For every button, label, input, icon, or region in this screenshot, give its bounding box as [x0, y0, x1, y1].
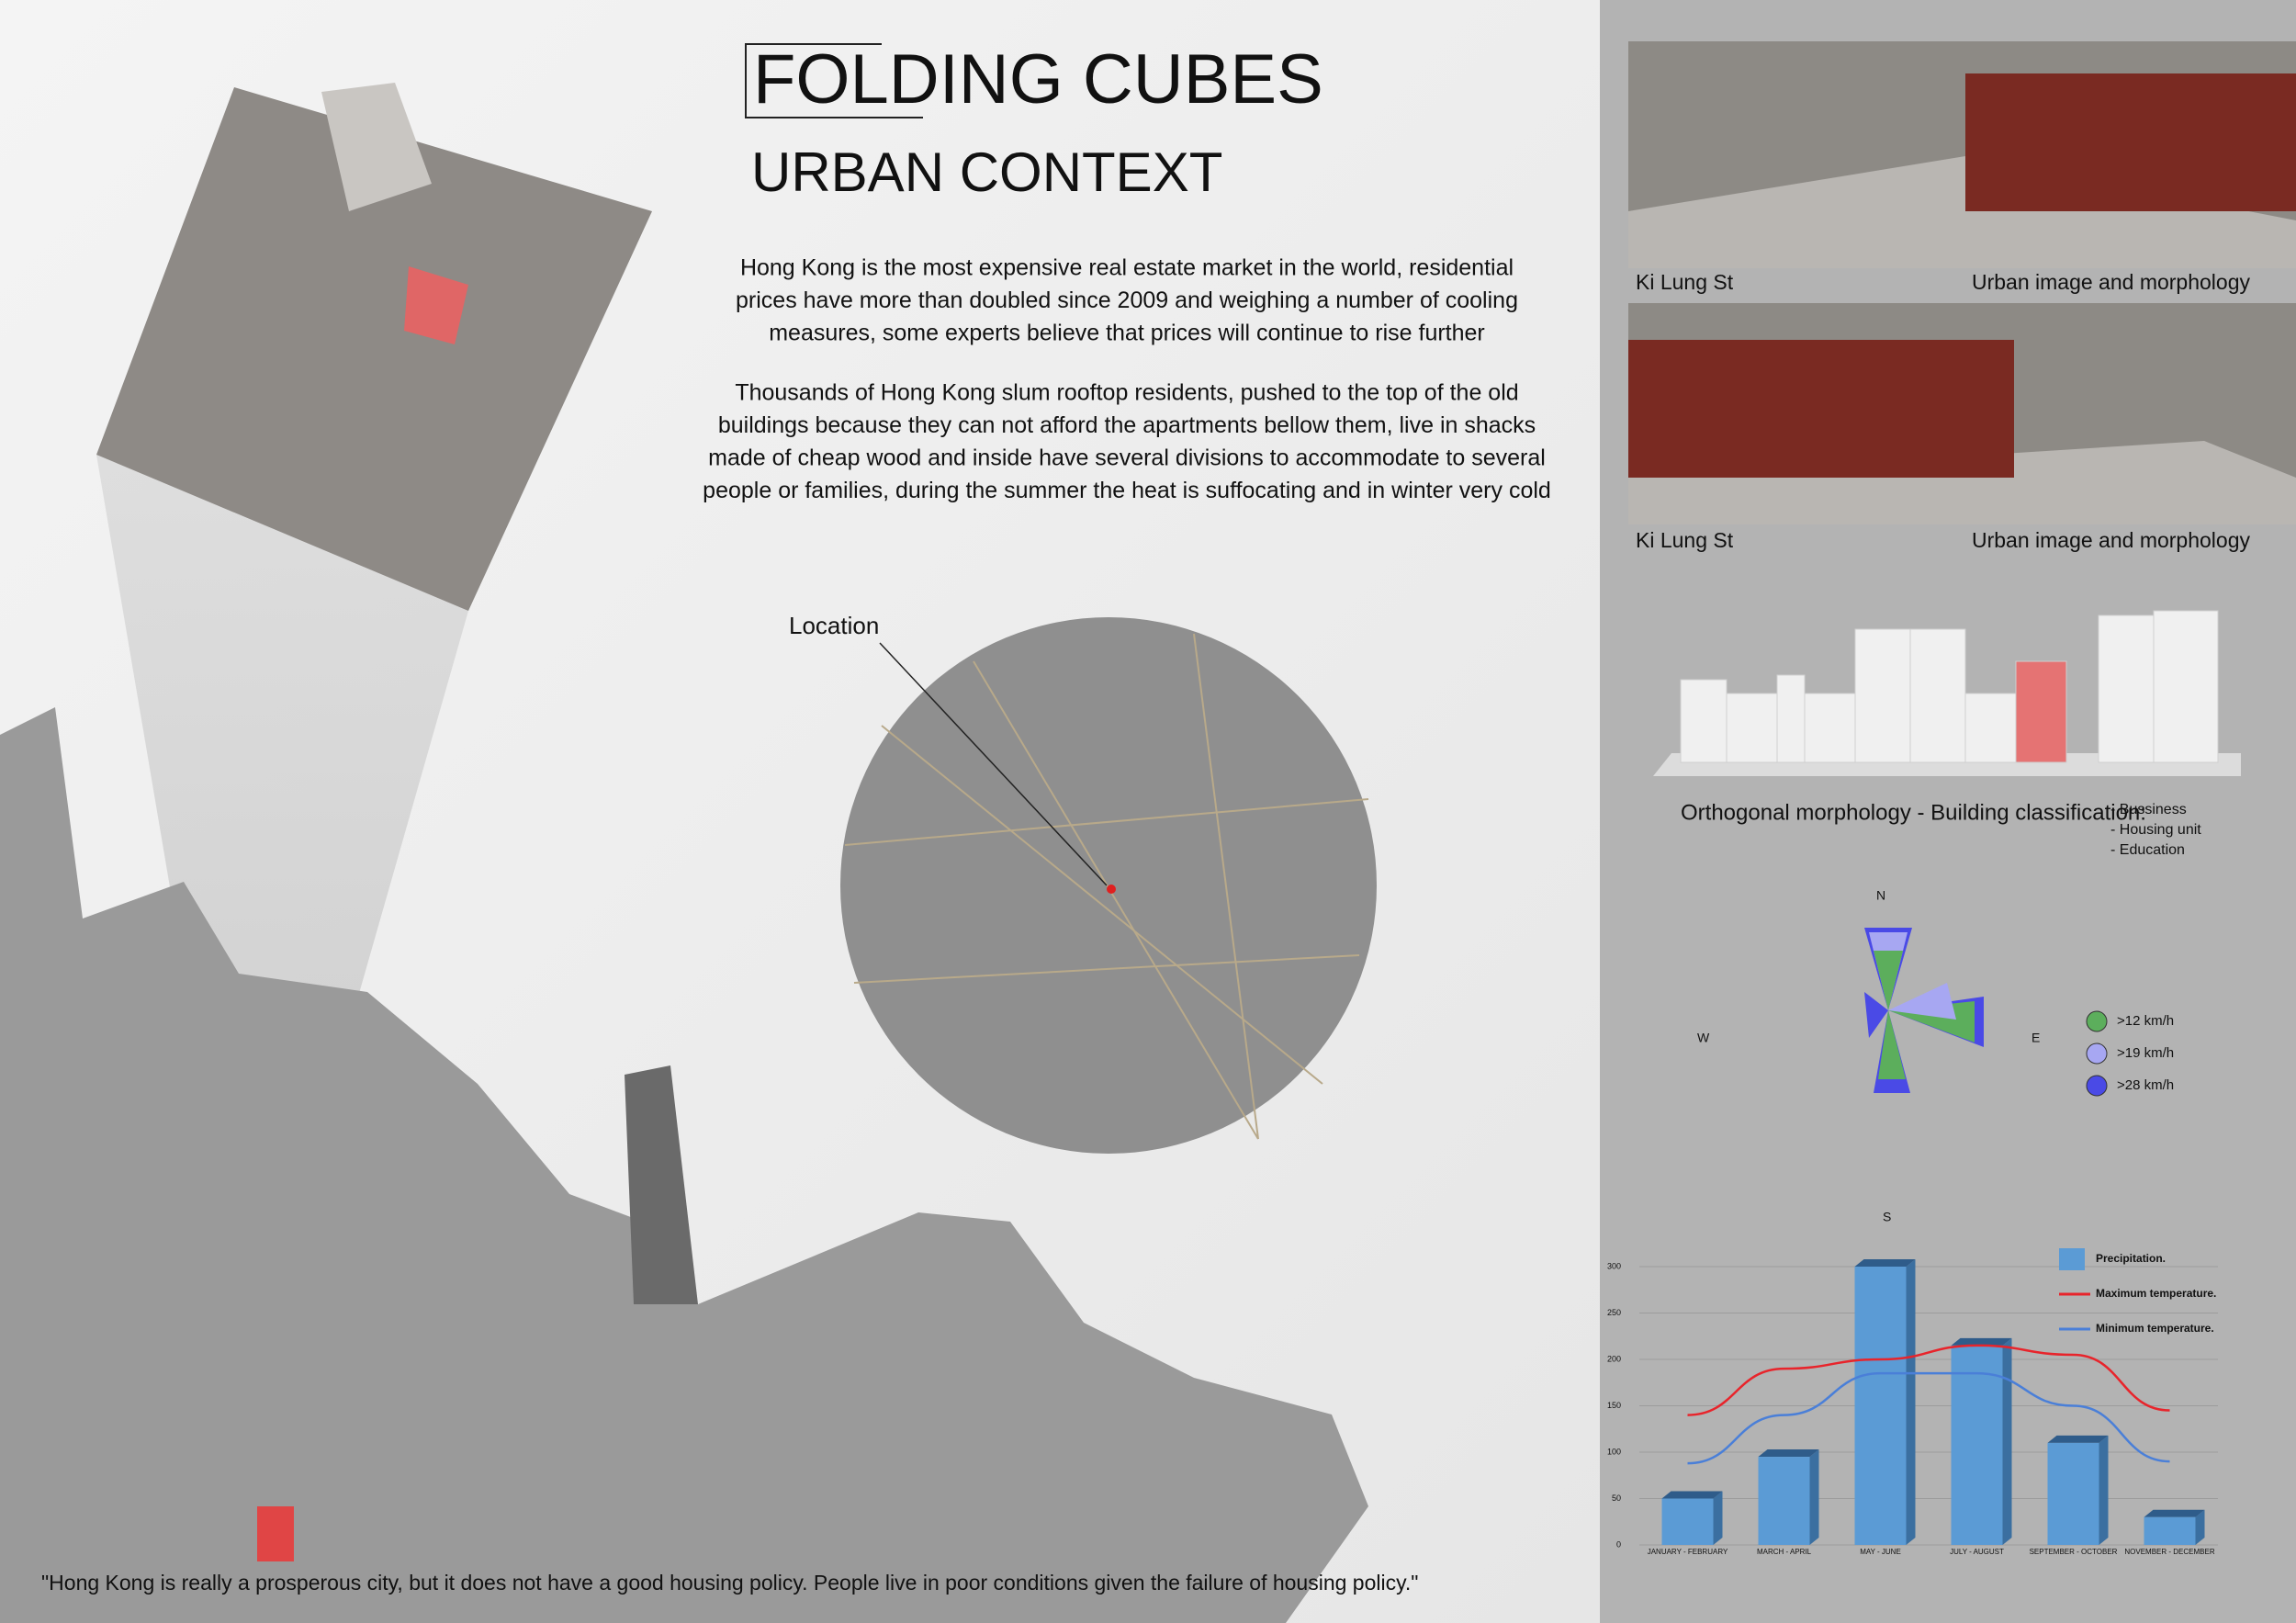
paragraph-line: measures, some experts believe that pric…	[769, 321, 1485, 346]
legend-label: Maximum temperature.	[2096, 1287, 2216, 1300]
paragraph-line: Thousands of Hong Kong slum rooftop resi…	[735, 380, 1518, 406]
paragraph-line: made of cheap wood and inside have sever…	[708, 445, 1546, 471]
bar	[1758, 1457, 1810, 1545]
photo-structure	[1965, 73, 2296, 211]
compass-label: N	[1876, 888, 1885, 903]
y-tick-label: 100	[1607, 1447, 1621, 1456]
paragraph-line: Hong Kong is the most expensive real est…	[740, 255, 1514, 281]
wind-rose	[1864, 928, 1984, 1093]
title-frame	[745, 43, 923, 118]
photo-caption: Urban image and morphology	[1972, 270, 2251, 294]
photo-structure	[1628, 340, 2014, 478]
line	[1687, 1371, 2170, 1465]
wind-legend-swatch	[2086, 1043, 2108, 1065]
x-tick-label: JANUARY - FEBRUARY	[1648, 1548, 1728, 1556]
wind-legend-swatch	[2086, 1075, 2108, 1097]
title: FOLDING CUBES	[753, 40, 1323, 118]
highlight-building	[404, 266, 468, 344]
x-tick-label: MARCH - APRIL	[1757, 1548, 1812, 1556]
photo-caption: Ki Lung St	[1636, 270, 1734, 294]
paragraph-line: people or families, during the summer th…	[703, 478, 1551, 503]
bar	[1661, 1498, 1714, 1545]
x-tick-label: JULY - AUGUST	[1950, 1548, 2004, 1556]
bar-side	[2099, 1435, 2109, 1545]
morphology-legend: - Bussiness	[2110, 802, 2187, 817]
wind-legend-label: >28 km/h	[2117, 1077, 2174, 1093]
wind-legend-swatch	[2086, 1010, 2108, 1032]
bar-top	[2047, 1435, 2109, 1443]
y-tick-label: 0	[1616, 1539, 1621, 1549]
wind-legend-label: >19 km/h	[2117, 1045, 2174, 1061]
x-tick-label: SEPTEMBER - OCTOBER	[2030, 1548, 2118, 1556]
photo-caption: Ki Lung St	[1636, 528, 1734, 552]
bar-top	[1661, 1491, 1723, 1499]
legend-label: Precipitation.	[2096, 1252, 2166, 1265]
bar	[2144, 1516, 2196, 1545]
bar	[1951, 1345, 2003, 1545]
bar-top	[1854, 1259, 1916, 1267]
bar-top	[1951, 1337, 2012, 1346]
bar-side	[2195, 1509, 2205, 1545]
map-streets	[844, 633, 1369, 1140]
tower	[321, 83, 432, 211]
bar	[1854, 1267, 1907, 1545]
morphology-caption: Orthogonal morphology - Building classif…	[1681, 800, 2146, 825]
bar-top	[2144, 1509, 2205, 1517]
quote: "Hong Kong is really a prosperous city, …	[41, 1571, 1418, 1595]
bar-side	[1906, 1259, 1916, 1545]
photo-street	[1628, 156, 2296, 268]
leader-line	[879, 642, 1108, 886]
map-marker	[1107, 885, 1116, 894]
compass-label: W	[1697, 1031, 1710, 1045]
rooftop-cube	[96, 87, 652, 611]
x-tick-label: MAY - JUNE	[1860, 1548, 1901, 1556]
wind-legend-label: >12 km/h	[2117, 1013, 2174, 1029]
bar	[2047, 1442, 2099, 1545]
x-tick-label: NOVEMBER - DECEMBER	[2124, 1548, 2214, 1556]
city-tower	[625, 1065, 698, 1304]
legend-swatch	[2059, 1248, 2085, 1270]
y-tick-label: 150	[1607, 1401, 1621, 1410]
location-label: Location	[789, 612, 879, 639]
compass-label: S	[1883, 1210, 1891, 1224]
y-tick-label: 50	[1612, 1493, 1621, 1503]
city	[0, 707, 1368, 1623]
bar-side	[1809, 1449, 1819, 1545]
paragraph-line: prices have more than doubled since 2009…	[736, 287, 1518, 313]
bar-side	[1713, 1491, 1723, 1545]
y-tick-label: 200	[1607, 1354, 1621, 1363]
y-tick-label: 250	[1607, 1308, 1621, 1317]
line	[1687, 1344, 2170, 1416]
bar-top	[1758, 1449, 1819, 1458]
blocks	[1680, 610, 2219, 763]
morphology-legend: - Education	[2110, 842, 2185, 858]
side-panel	[1600, 0, 2296, 1623]
paragraph-line: buildings because they can not afford th…	[718, 412, 1536, 438]
photo-caption: Urban image and morphology	[1972, 528, 2251, 552]
legend-label: Minimum temperature.	[2096, 1322, 2214, 1335]
compass-label: E	[2032, 1031, 2040, 1045]
highlight-building	[257, 1506, 294, 1561]
photo-street	[1628, 441, 2296, 524]
morphology-legend: - Housing unit	[2110, 822, 2201, 838]
y-tick-label: 300	[1607, 1261, 1621, 1270]
bar-side	[2002, 1337, 2012, 1545]
subtitle: URBAN CONTEXT	[751, 141, 1222, 203]
